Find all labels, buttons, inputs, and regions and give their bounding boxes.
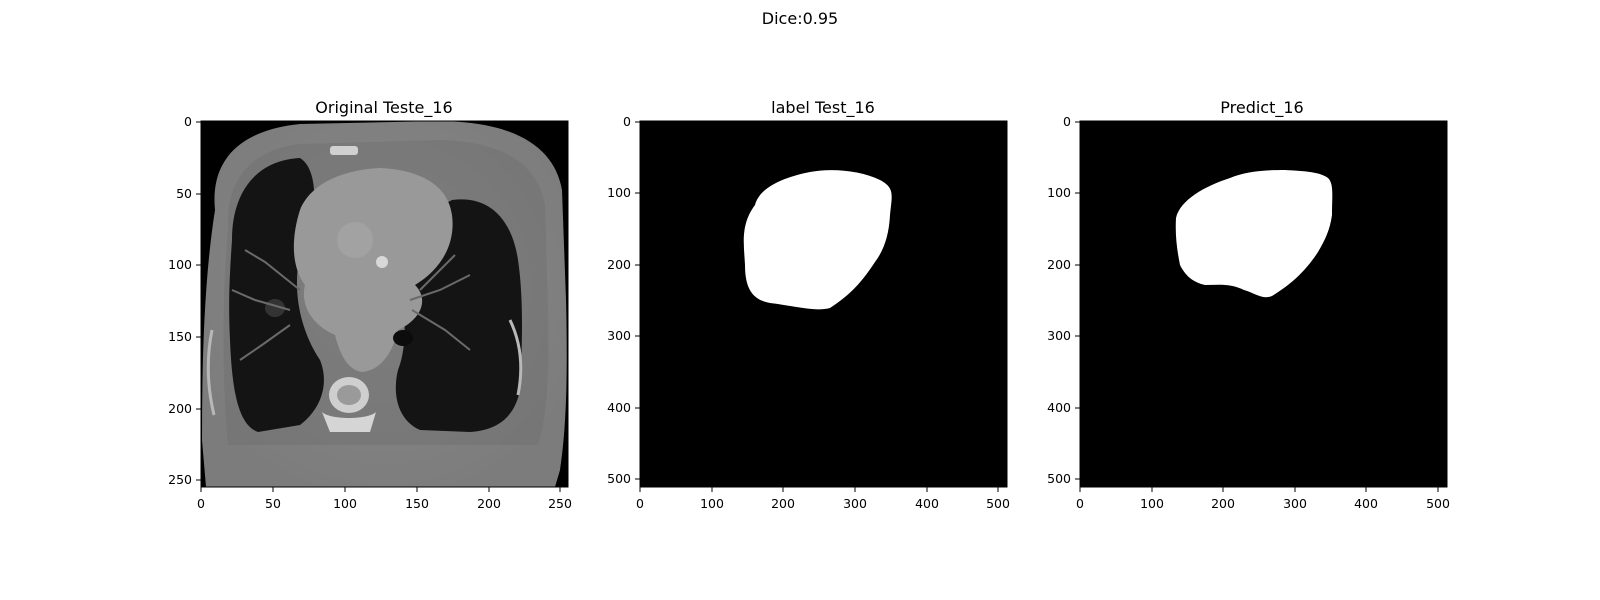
y-tick-label: 300 [607, 328, 631, 343]
x-tick-label: 200 [771, 496, 795, 511]
y-tick-label: 100 [1047, 185, 1071, 200]
y-tick-label: 250 [168, 472, 192, 487]
x-tick-label: 0 [197, 496, 205, 511]
x-axis-2: 0 100 200 300 400 500 [636, 487, 1010, 511]
x-tick-label: 300 [843, 496, 867, 511]
y-tick-label: 500 [607, 471, 631, 486]
x-tick-label: 0 [1076, 496, 1084, 511]
panel-label: label Test_16 0 100 200 300 400 500 0 10… [607, 98, 1010, 511]
label-mask-image [640, 121, 1007, 487]
predict-mask-region [1175, 170, 1333, 298]
panel-label-title: label Test_16 [771, 98, 875, 118]
y-tick-label: 0 [1063, 114, 1071, 129]
y-tick-label: 500 [1047, 471, 1071, 486]
x-tick-label: 200 [477, 496, 501, 511]
axes-frame-1 [200, 120, 569, 488]
figure-suptitle: Dice:0.95 [762, 9, 838, 28]
x-tick-label: 100 [333, 496, 357, 511]
x-tick-label: 500 [986, 496, 1010, 511]
x-tick-label: 500 [1426, 496, 1450, 511]
predict-mask-image [1080, 121, 1447, 487]
axes-frame-3 [1079, 120, 1448, 488]
x-tick-label: 400 [915, 496, 939, 511]
axes-frame-2 [639, 120, 1008, 488]
y-tick-label: 50 [176, 186, 192, 201]
y-tick-label: 200 [607, 257, 631, 272]
y-tick-label: 200 [1047, 257, 1071, 272]
x-tick-label: 300 [1283, 496, 1307, 511]
y-tick-label: 150 [168, 329, 192, 344]
panel-original-title: Original Teste_16 [315, 98, 452, 118]
y-tick-label: 0 [623, 114, 631, 129]
x-tick-label: 100 [1140, 496, 1164, 511]
y-tick-label: 200 [168, 401, 192, 416]
x-axis-1: 0 50 100 150 200 250 [197, 487, 572, 511]
y-tick-label: 300 [1047, 328, 1071, 343]
y-tick-label: 400 [1047, 400, 1071, 415]
x-tick-label: 250 [548, 496, 572, 511]
y-axis-1: 0 50 100 150 200 250 [168, 114, 201, 487]
panel-predict-title: Predict_16 [1220, 98, 1303, 118]
y-axis-2: 0 100 200 300 400 500 [607, 114, 640, 486]
x-tick-label: 200 [1211, 496, 1235, 511]
panel-predict: Predict_16 0 100 200 300 400 500 0 100 2… [1047, 98, 1450, 511]
x-tick-label: 50 [265, 496, 281, 511]
x-tick-label: 150 [405, 496, 429, 511]
ct-scan-image [201, 121, 568, 487]
y-tick-label: 100 [607, 185, 631, 200]
y-tick-label: 0 [184, 114, 192, 129]
y-tick-label: 400 [607, 400, 631, 415]
x-tick-label: 100 [700, 496, 724, 511]
x-tick-label: 400 [1354, 496, 1378, 511]
x-axis-3: 0 100 200 300 400 500 [1076, 487, 1450, 511]
label-mask-region [743, 170, 892, 310]
y-tick-label: 100 [168, 257, 192, 272]
x-tick-label: 0 [636, 496, 644, 511]
y-axis-3: 0 100 200 300 400 500 [1047, 114, 1080, 486]
panel-original: Original Teste_16 [168, 98, 572, 511]
